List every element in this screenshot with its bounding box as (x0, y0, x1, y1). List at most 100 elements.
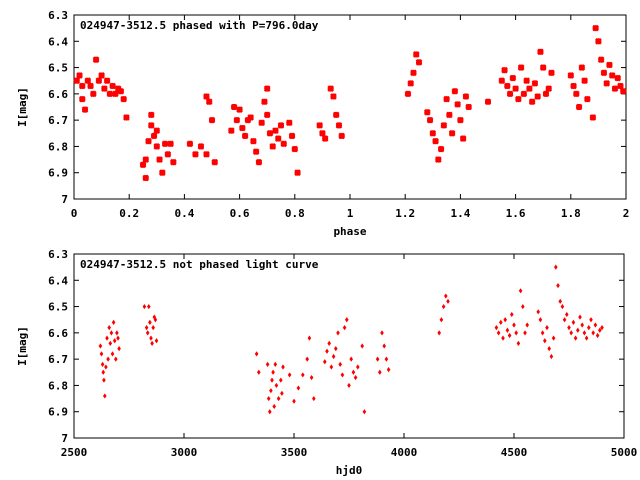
data-point (353, 374, 358, 381)
y-tick-label: 6.7 (48, 353, 68, 366)
data-point (99, 351, 104, 357)
data-point (551, 335, 556, 341)
data-point (271, 369, 275, 375)
data-point (145, 330, 150, 336)
data-point (329, 364, 334, 370)
data-point (154, 338, 159, 344)
data-point (139, 161, 147, 169)
x-tick-label: 3000 (171, 446, 198, 459)
x-tick-label: 1.6 (506, 207, 526, 220)
data-point (327, 85, 334, 92)
y-tick-label: 6.9 (48, 406, 68, 419)
tick-group: 0 0.2 0.4 0.6 0.8 1 1.2 1.4 1.6 1.8 2 6.3 6.4 6.5 6.6 6… (48, 9, 629, 220)
data-point (382, 343, 386, 349)
data-point (334, 346, 338, 352)
data-point (156, 156, 163, 163)
x-axis-label: phase (333, 225, 366, 238)
data-point (203, 93, 210, 100)
data-point (600, 69, 608, 77)
data-point (116, 335, 120, 341)
data-point (115, 330, 119, 336)
data-point (230, 103, 238, 111)
data-point (448, 130, 456, 137)
data-point (321, 135, 329, 142)
data-point (440, 122, 448, 129)
data-point (521, 303, 525, 310)
data-point (335, 122, 343, 129)
data-point (457, 116, 464, 124)
data-point (263, 85, 271, 92)
data-point (462, 93, 470, 100)
data-point (327, 340, 331, 346)
data-point (323, 359, 327, 365)
data-points (73, 24, 627, 182)
data-point (103, 393, 107, 399)
data-point (233, 116, 241, 124)
data-point (362, 409, 367, 415)
data-point (247, 114, 254, 121)
data-point (331, 353, 336, 360)
data-point (117, 346, 121, 352)
data-point (595, 38, 602, 45)
data-point (570, 82, 577, 90)
data-point (512, 322, 516, 328)
y-tick-label: 6.6 (48, 327, 68, 340)
data-point (547, 346, 551, 352)
x-tick-label: 2 (623, 207, 630, 220)
data-point (437, 145, 445, 153)
data-point (145, 137, 152, 145)
data-point (591, 330, 595, 336)
data-points (98, 264, 604, 415)
data-point (600, 325, 604, 331)
data-point (261, 98, 268, 106)
data-point (575, 103, 583, 111)
data-point (257, 369, 261, 375)
x-tick-label: 4500 (501, 446, 528, 459)
data-point (494, 325, 499, 331)
data-point (459, 135, 467, 142)
data-point (587, 325, 591, 331)
data-point (446, 111, 453, 119)
data-point (150, 132, 158, 140)
data-point (277, 122, 285, 129)
y-tick-label: 6.8 (48, 140, 68, 153)
data-point (567, 325, 571, 331)
data-point (580, 322, 584, 328)
data-point (543, 338, 547, 344)
data-point (205, 98, 213, 106)
data-point (351, 369, 356, 375)
data-point (560, 303, 565, 310)
data-point (266, 130, 274, 137)
x-tick-label: 4000 (391, 446, 418, 459)
y-tick-label: 6.4 (48, 35, 68, 48)
data-point (170, 158, 177, 166)
data-point (269, 143, 276, 150)
data-point (142, 174, 150, 182)
data-point (592, 24, 599, 32)
plot-frame (73, 14, 627, 200)
data-point (528, 98, 536, 106)
data-point (504, 82, 511, 90)
data-point (90, 90, 97, 98)
y-tick-label: 6.5 (48, 301, 68, 314)
data-point (153, 143, 161, 150)
data-point (505, 327, 510, 333)
data-point (152, 314, 157, 320)
data-point (536, 309, 540, 315)
data-point (280, 140, 288, 148)
data-point (161, 140, 169, 148)
data-point (106, 90, 114, 98)
data-point (159, 169, 166, 176)
data-point (526, 85, 533, 92)
data-point (153, 317, 158, 323)
data-point (287, 372, 292, 378)
x-tick-label: 1 (347, 207, 354, 220)
data-point (100, 361, 105, 367)
data-point (254, 351, 259, 357)
data-point (107, 325, 111, 331)
data-point (281, 364, 285, 370)
data-point (148, 122, 155, 129)
data-point (515, 95, 522, 103)
data-point (266, 395, 271, 402)
data-point (112, 90, 119, 98)
